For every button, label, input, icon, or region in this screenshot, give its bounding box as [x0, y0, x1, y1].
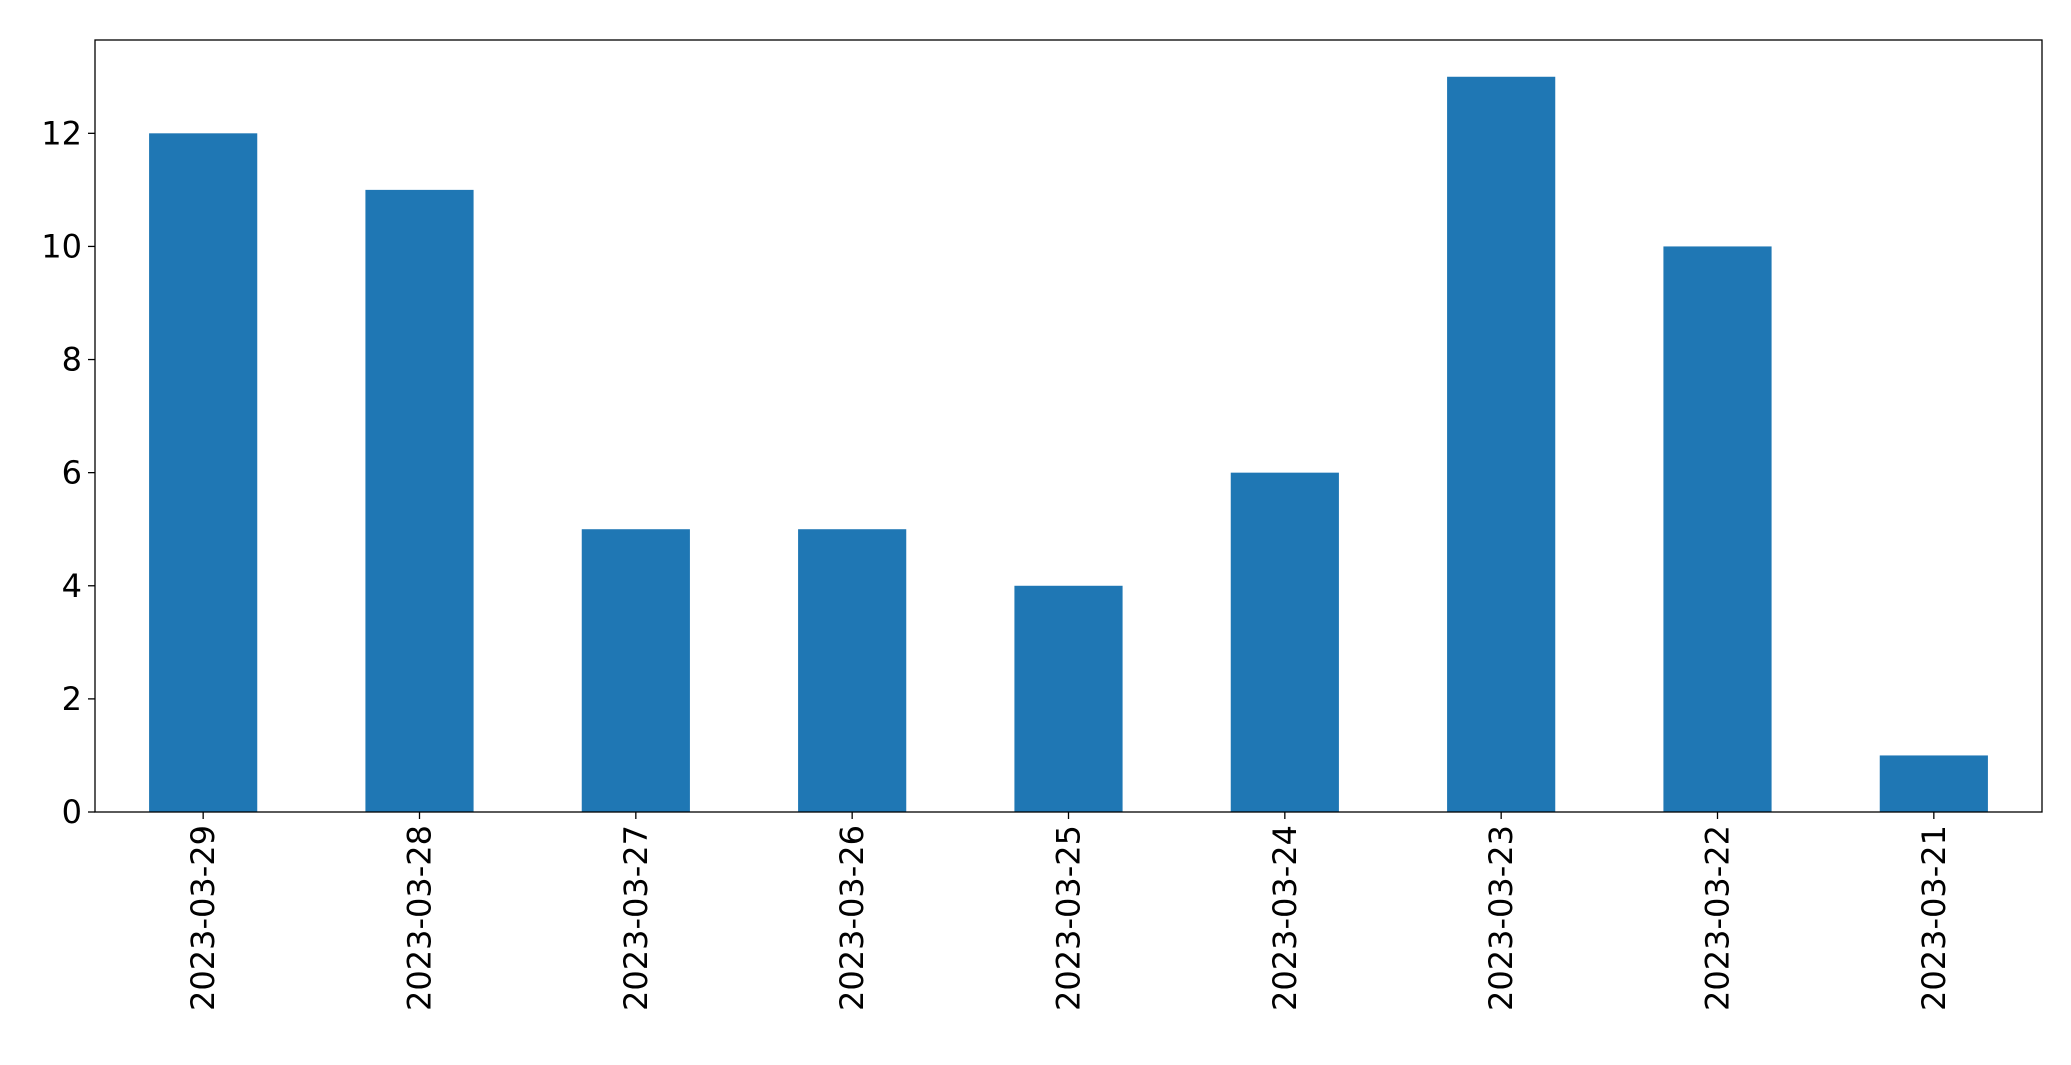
- bar-2023-03-24: [1230, 472, 1339, 812]
- plot-frame: [94, 39, 2043, 813]
- bar-2023-03-23: [1447, 76, 1556, 812]
- x-axis: 2023-03-29 2023-03-28 2023-03-27 2023-03-26…: [184, 812, 1953, 1011]
- bar-2023-03-25: [1014, 585, 1123, 812]
- x-tick-label: 2023-03-28: [401, 825, 439, 1011]
- bar-2023-03-27: [581, 529, 690, 812]
- y-tick-label: 0: [62, 793, 82, 831]
- bar-2023-03-26: [798, 529, 907, 812]
- y-tick-label: 10: [41, 227, 82, 265]
- y-axis: 0 2 4 6 8 10 12: [41, 114, 95, 831]
- x-tick-label: 2023-03-22: [1699, 825, 1737, 1011]
- bar-2023-03-21: [1879, 755, 1988, 812]
- x-tick-label: 2023-03-21: [1915, 825, 1953, 1011]
- x-tick-label: 2023-03-26: [833, 825, 871, 1011]
- y-tick-label: 4: [62, 567, 82, 605]
- bars-layer: [149, 76, 1988, 813]
- y-tick-label: 6: [62, 454, 82, 492]
- bar-2023-03-28: [365, 189, 474, 812]
- x-tick-label: 2023-03-23: [1482, 825, 1520, 1011]
- x-tick-label: 2023-03-24: [1266, 825, 1304, 1011]
- y-tick-label: 12: [41, 114, 82, 152]
- bar-2023-03-29: [149, 133, 258, 813]
- x-tick-label: 2023-03-25: [1050, 825, 1088, 1011]
- y-tick-label: 8: [62, 341, 82, 379]
- bar-2023-03-22: [1663, 246, 1772, 812]
- x-tick-label: 2023-03-29: [184, 825, 222, 1011]
- x-tick-label: 2023-03-27: [617, 825, 655, 1011]
- y-tick-label: 2: [62, 680, 82, 718]
